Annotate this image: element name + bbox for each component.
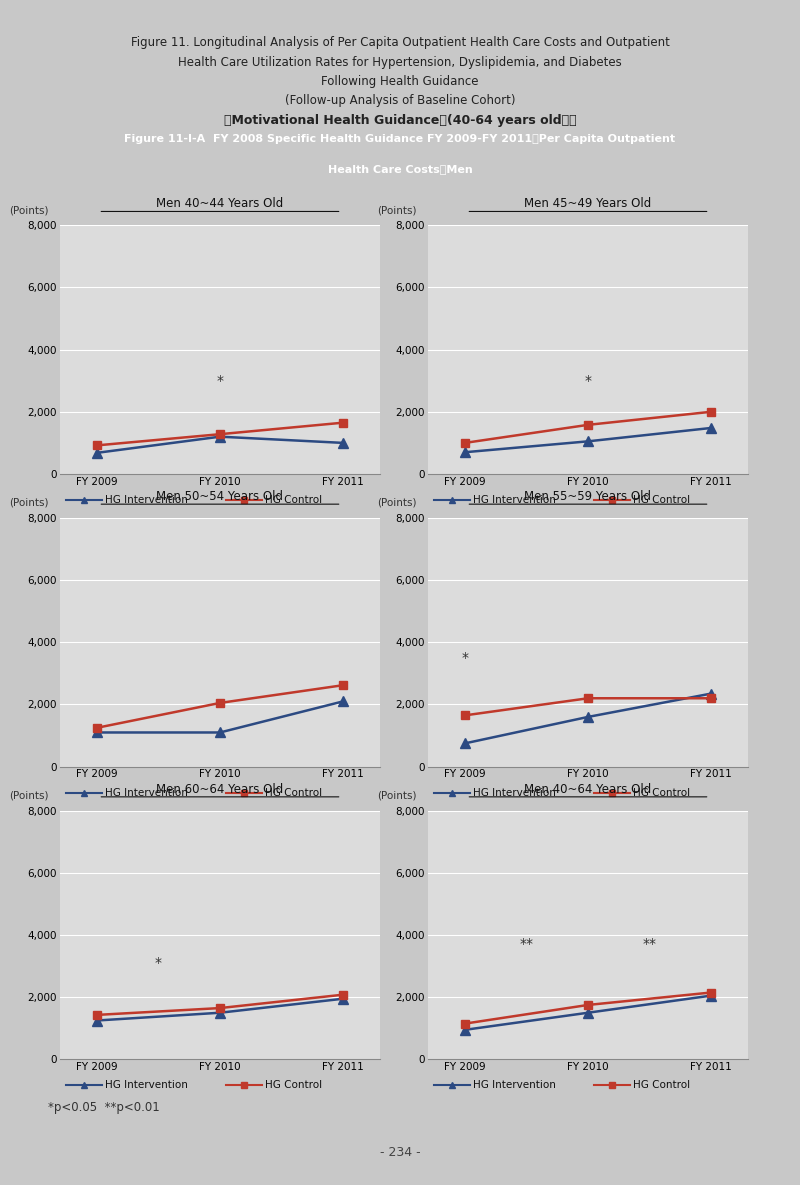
Text: Men 45~49 Years Old: Men 45~49 Years Old [524,197,652,210]
Text: HG Intervention: HG Intervention [473,1081,556,1090]
Text: (Follow-up Analysis of Baseline Cohort): (Follow-up Analysis of Baseline Cohort) [285,94,515,107]
Text: HG Control: HG Control [633,1081,690,1090]
Text: **: ** [642,937,657,952]
Text: - 234 -: - 234 - [380,1146,420,1159]
Text: Health Care Utilization Rates for Hypertension, Dyslipidemia, and Diabetes: Health Care Utilization Rates for Hypert… [178,56,622,69]
Text: HG Intervention: HG Intervention [105,788,188,798]
Text: **: ** [519,937,534,952]
Text: HG Control: HG Control [265,788,322,798]
Text: 【Motivational Health Guidance　(40-64 years old）】: 【Motivational Health Guidance (40-64 yea… [224,114,576,127]
Text: HG Control: HG Control [633,495,690,505]
Text: Figure 11-I-A  FY 2008 Specific Health Guidance FY 2009-FY 2011・Per Capita Outpa: Figure 11-I-A FY 2008 Specific Health Gu… [125,134,675,145]
Text: Health Care Costs・Men: Health Care Costs・Men [328,165,472,174]
Text: *: * [217,373,223,387]
Text: HG Control: HG Control [265,1081,322,1090]
Text: Men 55~59 Years Old: Men 55~59 Years Old [525,489,651,502]
Text: (Points): (Points) [377,498,416,508]
Text: *p<0.05  **p<0.01: *p<0.05 **p<0.01 [48,1101,160,1114]
Text: HG Intervention: HG Intervention [473,495,556,505]
Text: (Points): (Points) [377,205,416,216]
Text: Men 40~64 Years Old: Men 40~64 Years Old [524,782,652,795]
Text: HG Control: HG Control [633,788,690,798]
Text: HG Intervention: HG Intervention [105,1081,188,1090]
Text: *: * [585,373,591,387]
Text: (Points): (Points) [9,205,48,216]
Text: HG Intervention: HG Intervention [473,788,556,798]
Text: (Points): (Points) [9,498,48,508]
Text: (Points): (Points) [9,790,48,801]
Text: *: * [155,956,162,971]
Text: Following Health Guidance: Following Health Guidance [322,75,478,88]
Text: Men 50~54 Years Old: Men 50~54 Years Old [157,489,283,502]
Text: Men 60~64 Years Old: Men 60~64 Years Old [156,782,284,795]
Text: HG Intervention: HG Intervention [105,495,188,505]
Text: Figure 11. Longitudinal Analysis of Per Capita Outpatient Health Care Costs and : Figure 11. Longitudinal Analysis of Per … [130,36,670,49]
Text: (Points): (Points) [377,790,416,801]
Text: HG Control: HG Control [265,495,322,505]
Text: Men 40~44 Years Old: Men 40~44 Years Old [156,197,284,210]
Text: *: * [462,651,469,665]
